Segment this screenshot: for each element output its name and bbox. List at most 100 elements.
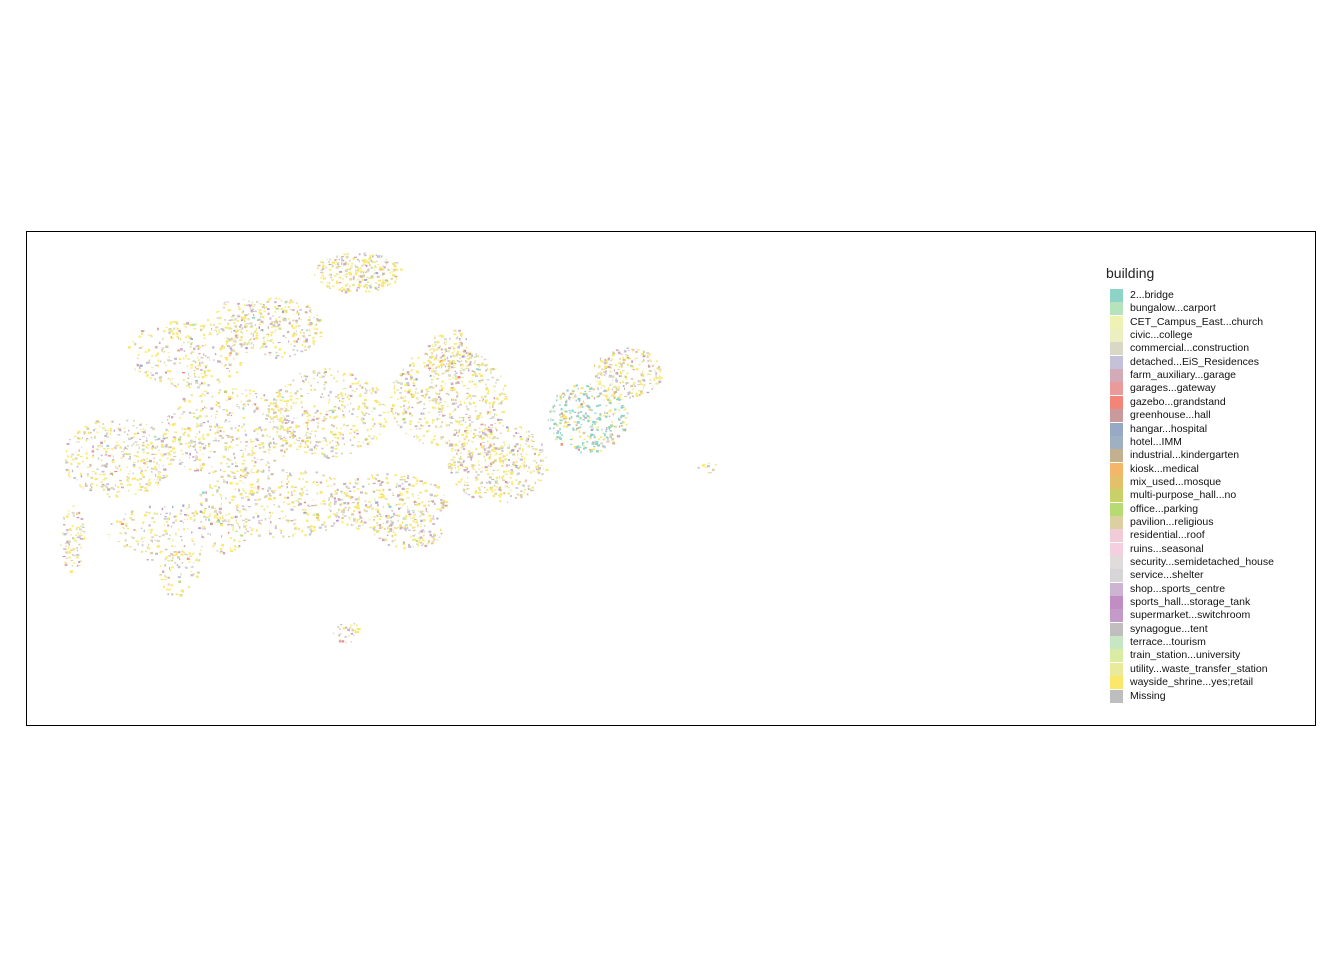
building-footprint (393, 270, 396, 272)
building-footprint (71, 511, 75, 514)
building-footprint (143, 428, 145, 430)
building-footprint (474, 405, 477, 408)
building-footprint (464, 356, 466, 358)
building-footprint (209, 358, 211, 361)
building-footprint (274, 301, 277, 304)
building-footprint (624, 354, 627, 356)
building-footprint (379, 527, 382, 529)
building-footprint (83, 431, 86, 434)
building-footprint (525, 431, 528, 433)
building-footprint (626, 382, 629, 384)
building-footprint (653, 369, 655, 371)
building-footprint (366, 269, 369, 273)
building-footprint (622, 361, 625, 365)
legend-swatch (1110, 622, 1123, 636)
building-footprint (272, 536, 275, 538)
building-footprint (170, 553, 174, 556)
building-footprint (166, 457, 169, 460)
building-footprint (556, 394, 558, 398)
building-footprint (145, 423, 147, 425)
building-footprint (469, 361, 472, 363)
building-footprint (68, 509, 70, 512)
building-footprint (577, 448, 580, 451)
building-footprint (600, 450, 603, 452)
building-footprint (482, 466, 484, 469)
building-footprint (400, 382, 403, 385)
building-footprint (493, 484, 496, 487)
building-footprint (251, 490, 254, 492)
building-footprint (609, 370, 613, 373)
building-footprint (214, 470, 217, 473)
building-footprint (315, 418, 319, 420)
building-footprint (272, 416, 275, 419)
building-footprint (290, 494, 293, 496)
building-footprint (300, 395, 304, 397)
building-footprint (110, 472, 114, 475)
building-footprint (297, 425, 300, 428)
building-footprint (525, 439, 529, 443)
building-footprint (290, 431, 293, 435)
building-footprint (236, 429, 240, 432)
building-footprint (559, 404, 561, 406)
building-footprint (488, 480, 490, 483)
building-footprint (317, 381, 319, 384)
building-footprint (230, 316, 234, 318)
building-footprint (126, 466, 128, 468)
building-footprint (281, 396, 284, 398)
building-footprint (407, 384, 410, 387)
building-footprint (188, 336, 192, 339)
building-footprint (348, 268, 351, 271)
building-footprint (243, 318, 247, 320)
building-footprint (450, 346, 454, 348)
building-footprint (193, 543, 195, 546)
building-footprint (190, 574, 194, 577)
building-footprint (282, 318, 285, 322)
building-footprint (213, 451, 216, 453)
legend-label: residential...roof (1130, 529, 1205, 542)
building-footprint (635, 357, 638, 359)
building-footprint (477, 434, 479, 437)
building-footprint (418, 532, 420, 535)
building-footprint (325, 266, 327, 269)
building-footprint (474, 476, 477, 479)
building-footprint (126, 433, 129, 436)
building-footprint (455, 419, 457, 422)
building-footprint (97, 421, 101, 424)
building-footprint (324, 418, 328, 420)
building-footprint (532, 460, 536, 462)
building-footprint (269, 402, 272, 405)
building-footprint (274, 411, 277, 414)
building-footprint (654, 370, 657, 373)
building-footprint (137, 489, 139, 491)
building-footprint (82, 538, 85, 541)
building-footprint (180, 595, 183, 597)
building-footprint (346, 283, 349, 286)
building-footprint (192, 519, 195, 521)
building-footprint (186, 381, 189, 383)
building-footprint (459, 400, 462, 403)
building-footprint (117, 427, 121, 429)
building-footprint (190, 441, 193, 444)
building-footprint (633, 384, 636, 387)
building-footprint (403, 478, 406, 481)
building-footprint (137, 459, 139, 463)
building-footprint (67, 546, 70, 549)
building-footprint (70, 549, 73, 551)
building-footprint (230, 516, 234, 519)
building-footprint (642, 355, 646, 358)
building-footprint (576, 428, 578, 431)
building-footprint (342, 416, 346, 418)
building-footprint (328, 497, 330, 499)
building-footprint (407, 508, 409, 511)
building-footprint (329, 287, 331, 289)
building-footprint (305, 375, 309, 378)
building-footprint (337, 625, 340, 629)
building-footprint (283, 351, 286, 355)
building-footprint (157, 471, 161, 473)
building-footprint (524, 480, 527, 483)
building-footprint (603, 371, 607, 373)
building-footprint (80, 485, 83, 488)
building-footprint (280, 299, 282, 302)
building-footprint (646, 356, 649, 359)
building-footprint (187, 528, 189, 530)
